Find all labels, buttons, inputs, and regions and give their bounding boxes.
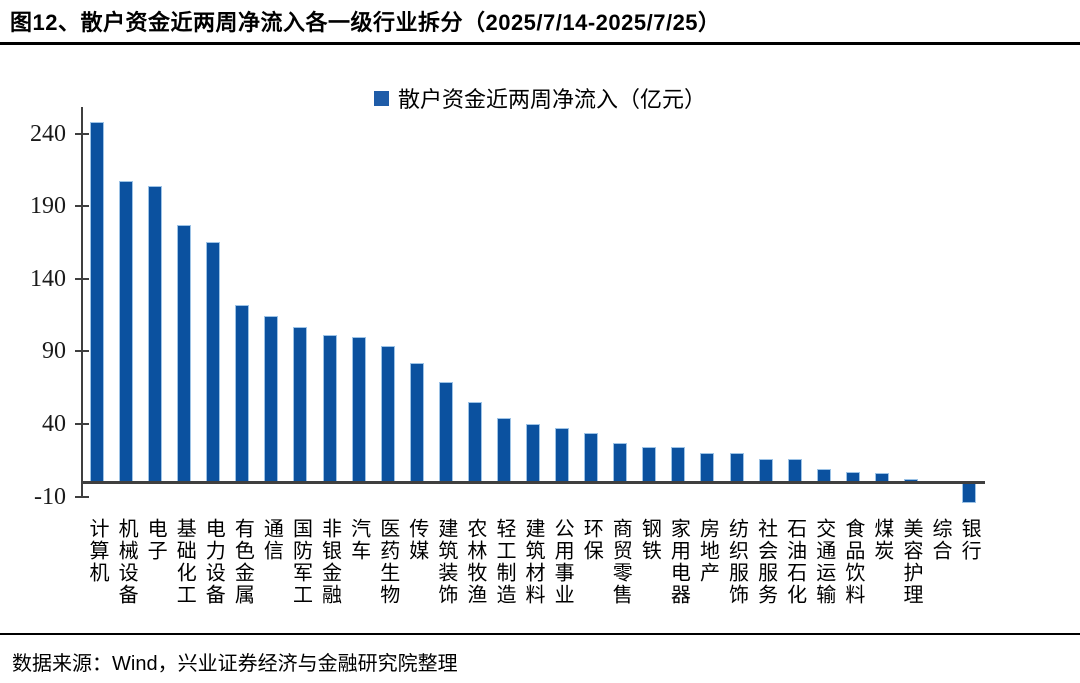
- bar-家用电器: [671, 447, 686, 484]
- y-tick-40: [75, 422, 89, 425]
- x-label-银行: 银行: [958, 518, 981, 562]
- bar-计算机: [90, 121, 104, 484]
- legend-label: 散户资金近两周净流入（亿元）: [397, 87, 706, 112]
- bar-电力设备: [206, 242, 221, 484]
- x-label-交通运输: 交通运输: [812, 518, 835, 606]
- x-label-非银金融: 非银金融: [318, 518, 341, 606]
- y-tick-190: [75, 205, 89, 208]
- y-tick-90: [75, 350, 89, 353]
- y-axis-line: [81, 107, 83, 498]
- bar-医药生物: [380, 345, 395, 484]
- bar-建筑材料: [526, 423, 541, 484]
- bar-电子: [148, 185, 163, 484]
- x-label-国防军工: 国防军工: [289, 518, 312, 606]
- x-label-石油石化: 石油石化: [783, 518, 806, 606]
- bar-轻工制造: [496, 418, 511, 484]
- bar-机械设备: [119, 181, 134, 484]
- x-label-家用电器: 家用电器: [667, 518, 690, 606]
- x-label-计算机: 计算机: [86, 518, 108, 584]
- y-tick-label-140: 140: [30, 265, 66, 292]
- x-label-食品饮料: 食品饮料: [841, 518, 864, 606]
- y-tick-label--10: -10: [34, 483, 66, 510]
- bar-基础化工: [177, 224, 192, 484]
- x-label-煤炭: 煤炭: [870, 518, 893, 562]
- bar-商贸零售: [613, 442, 628, 484]
- bar-银行: [962, 482, 977, 503]
- bar-传媒: [409, 362, 424, 484]
- bar-纺织服饰: [729, 452, 744, 484]
- x-label-通信: 通信: [260, 518, 283, 562]
- x-label-社会服务: 社会服务: [754, 518, 777, 606]
- y-tick-140: [75, 277, 89, 280]
- y-tick-label-190: 190: [30, 193, 66, 220]
- x-axis-line: [81, 481, 985, 484]
- bar-汽车: [351, 336, 366, 484]
- bar-钢铁: [642, 447, 657, 484]
- x-label-钢铁: 钢铁: [638, 518, 661, 562]
- bar-环保: [584, 432, 599, 484]
- x-label-传媒: 传媒: [405, 518, 428, 562]
- x-label-综合: 综合: [929, 518, 952, 562]
- x-label-美容护理: 美容护理: [899, 518, 922, 606]
- y-tick-240: [75, 132, 89, 135]
- x-label-汽车: 汽车: [347, 518, 370, 562]
- x-label-商贸零售: 商贸零售: [609, 518, 632, 606]
- x-label-纺织服饰: 纺织服饰: [725, 518, 748, 606]
- bar-非银金融: [322, 335, 337, 484]
- x-label-医药生物: 医药生物: [376, 518, 399, 606]
- bar-国防军工: [293, 326, 308, 484]
- x-label-机械设备: 机械设备: [115, 518, 138, 606]
- x-label-农林牧渔: 农林牧渔: [463, 518, 486, 606]
- y-tick-label-90: 90: [42, 338, 66, 365]
- x-label-建筑材料: 建筑材料: [522, 518, 545, 606]
- x-label-轻工制造: 轻工制造: [492, 518, 515, 606]
- y-tick-label-240: 240: [30, 120, 66, 147]
- bar-公用事业: [555, 428, 570, 484]
- legend-swatch-icon: [373, 90, 389, 106]
- x-label-基础化工: 基础化工: [173, 518, 196, 606]
- x-label-环保: 环保: [580, 518, 603, 562]
- bar-房地产: [700, 452, 715, 484]
- bar-有色金属: [235, 304, 250, 484]
- x-label-有色金属: 有色金属: [231, 518, 254, 606]
- bar-通信: [264, 316, 279, 484]
- source-note: 数据来源：Wind，兴业证券经济与金融研究院整理: [12, 653, 458, 675]
- x-label-电力设备: 电力设备: [202, 518, 225, 606]
- figure-title: 图12、散户资金近两周净流入各一级行业拆分（2025/7/14-2025/7/2…: [10, 10, 721, 35]
- x-label-房地产: 房地产: [696, 518, 719, 584]
- footer-rule: [0, 633, 1080, 635]
- chart-legend: 散户资金近两周净流入（亿元）: [0, 84, 1080, 112]
- y-tick--10: [75, 495, 89, 498]
- y-tick-label-40: 40: [42, 410, 66, 437]
- x-label-电子: 电子: [144, 518, 167, 562]
- x-label-公用事业: 公用事业: [551, 518, 574, 606]
- title-rule: [0, 42, 1080, 45]
- x-label-建筑装饰: 建筑装饰: [434, 518, 457, 606]
- bar-农林牧渔: [467, 402, 482, 484]
- bar-建筑装饰: [438, 381, 453, 484]
